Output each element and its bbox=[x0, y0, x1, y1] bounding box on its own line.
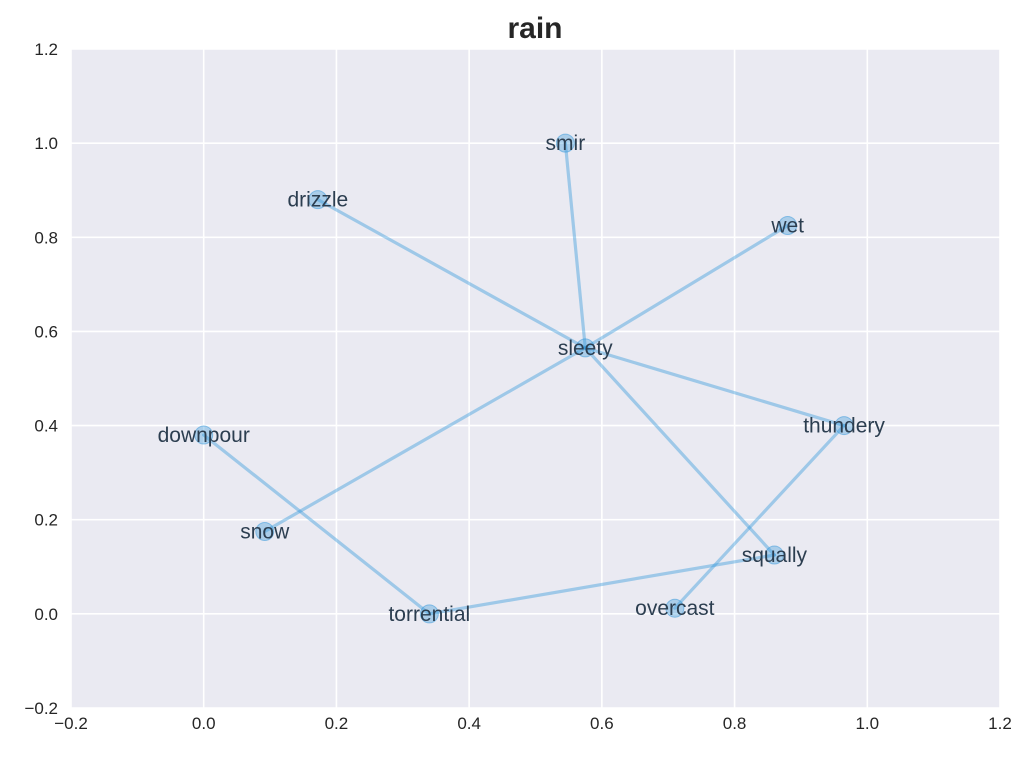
node-overcast bbox=[665, 598, 685, 618]
node-label-sleety: sleety bbox=[558, 337, 613, 360]
node-label-downpour: downpour bbox=[158, 424, 250, 447]
edges bbox=[202, 141, 846, 616]
x-tick-label: 0.6 bbox=[590, 714, 614, 733]
node-label-snow: snow bbox=[240, 520, 290, 543]
edge-downpour-torrential bbox=[202, 433, 431, 616]
y-tick-label: 1.0 bbox=[34, 134, 58, 153]
edge-sleety-thundery bbox=[583, 346, 846, 428]
y-tick-label: 0.4 bbox=[34, 417, 58, 436]
y-tick-label: −0.2 bbox=[24, 699, 58, 718]
node-label-torrential: torrential bbox=[388, 603, 470, 626]
x-tick-label: 1.0 bbox=[855, 714, 879, 733]
y-tick-label: 0.2 bbox=[34, 511, 58, 530]
node-downpour bbox=[194, 425, 214, 445]
x-tick-label: 0.4 bbox=[457, 714, 481, 733]
edge-thundery-overcast bbox=[673, 423, 846, 610]
node-wet bbox=[778, 216, 798, 236]
x-tick-label: −0.2 bbox=[54, 714, 88, 733]
node-torrential bbox=[419, 604, 439, 624]
edge-sleety-smir bbox=[563, 141, 587, 350]
edge-torrential-squally bbox=[427, 553, 776, 616]
node-sleety bbox=[575, 338, 595, 358]
node-label-overcast: overcast bbox=[635, 597, 715, 620]
node-label-smir: smir bbox=[546, 132, 586, 155]
x-tick-label: 0.2 bbox=[325, 714, 349, 733]
grid bbox=[70, 48, 1001, 709]
y-tick-label: 0.6 bbox=[34, 322, 58, 341]
y-tick-label: 0.8 bbox=[34, 228, 58, 247]
y-tick-label: 1.2 bbox=[34, 40, 58, 59]
node-snow bbox=[255, 521, 275, 541]
x-axis-ticks: −0.2 0.0 0.2 0.4 0.6 0.8 1.0 1.2 bbox=[54, 714, 1012, 733]
node-squally bbox=[764, 545, 784, 565]
edge-sleety-wet bbox=[583, 223, 790, 350]
edge-sleety-snow bbox=[263, 346, 587, 534]
edge-sleety-drizzle bbox=[316, 198, 587, 350]
node-drizzle bbox=[308, 190, 328, 210]
nodes bbox=[194, 133, 854, 624]
x-tick-label: 1.2 bbox=[988, 714, 1012, 733]
chart-title: rain bbox=[507, 12, 562, 45]
node-label-drizzle: drizzle bbox=[288, 189, 349, 212]
node-label-thundery: thundery bbox=[803, 415, 885, 438]
node-label-wet: wet bbox=[770, 215, 804, 238]
node-thundery bbox=[834, 416, 854, 436]
node-labels: smir drizzle wet sleety thundery downpour snow… bbox=[158, 132, 886, 626]
y-tick-label: 0.0 bbox=[34, 605, 58, 624]
x-tick-label: 0.0 bbox=[192, 714, 216, 733]
plot-area bbox=[71, 49, 1000, 708]
x-tick-label: 0.8 bbox=[723, 714, 747, 733]
node-smir bbox=[555, 133, 575, 153]
node-label-squally: squally bbox=[742, 544, 808, 567]
y-axis-ticks: −0.2 0.0 0.2 0.4 0.6 0.8 1.0 1.2 bbox=[24, 40, 58, 718]
edge-sleety-squally bbox=[583, 346, 776, 557]
